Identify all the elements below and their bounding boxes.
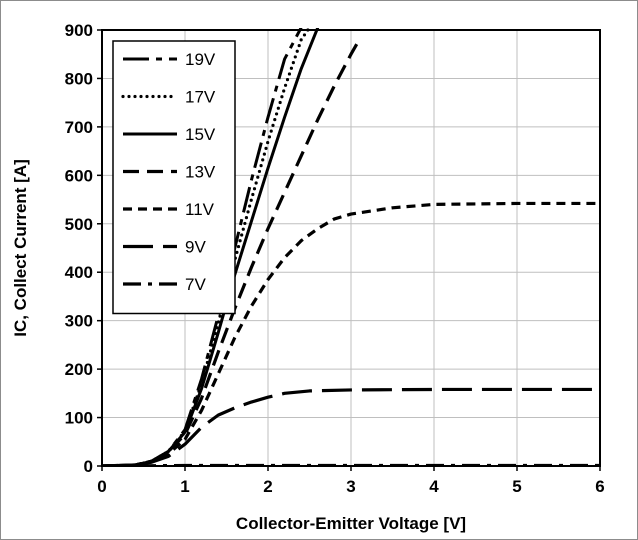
series-line-17V xyxy=(102,28,312,466)
y-axis-title: IC, Collect Current [A] xyxy=(11,159,30,337)
y-tick-label: 800 xyxy=(65,69,93,88)
legend-box xyxy=(112,40,236,315)
legend-label: 7V xyxy=(185,275,206,294)
y-tick-label: 600 xyxy=(65,166,93,185)
y-tick-label: 300 xyxy=(65,312,93,331)
y-tick-label: 200 xyxy=(65,360,93,379)
legend-label: 17V xyxy=(185,88,216,107)
y-tick-label: 100 xyxy=(65,409,93,428)
y-tick-label: 500 xyxy=(65,215,93,234)
y-tick-label: 400 xyxy=(65,263,93,282)
series-line-11V xyxy=(102,201,600,466)
plot-area-frame xyxy=(101,29,601,467)
x-tick-label: 2 xyxy=(263,477,272,496)
x-tick-label: 1 xyxy=(180,477,189,496)
legend-label: 11V xyxy=(185,200,215,219)
legend-label: 13V xyxy=(185,163,216,182)
x-axis-title: Collector-Emitter Voltage [V] xyxy=(236,514,466,533)
x-tick-label: 3 xyxy=(346,477,355,496)
legend: 19V 17V 15V 13V 11V 9V 7V xyxy=(112,40,236,315)
x-tick-label: 5 xyxy=(512,477,521,496)
y-tick-label: 900 xyxy=(65,21,93,40)
x-tick-label: 0 xyxy=(97,477,106,496)
x-tick-label: 4 xyxy=(429,477,439,496)
series-line-9V xyxy=(102,387,600,466)
y-tick-label: 0 xyxy=(84,457,93,476)
legend-label: 19V xyxy=(185,50,216,69)
legend-label: 9V xyxy=(185,238,206,257)
legend-label: 15V xyxy=(185,125,216,144)
y-tick-label: 700 xyxy=(65,118,93,137)
series-line-13V xyxy=(102,38,361,466)
x-tick-label: 6 xyxy=(595,477,604,496)
